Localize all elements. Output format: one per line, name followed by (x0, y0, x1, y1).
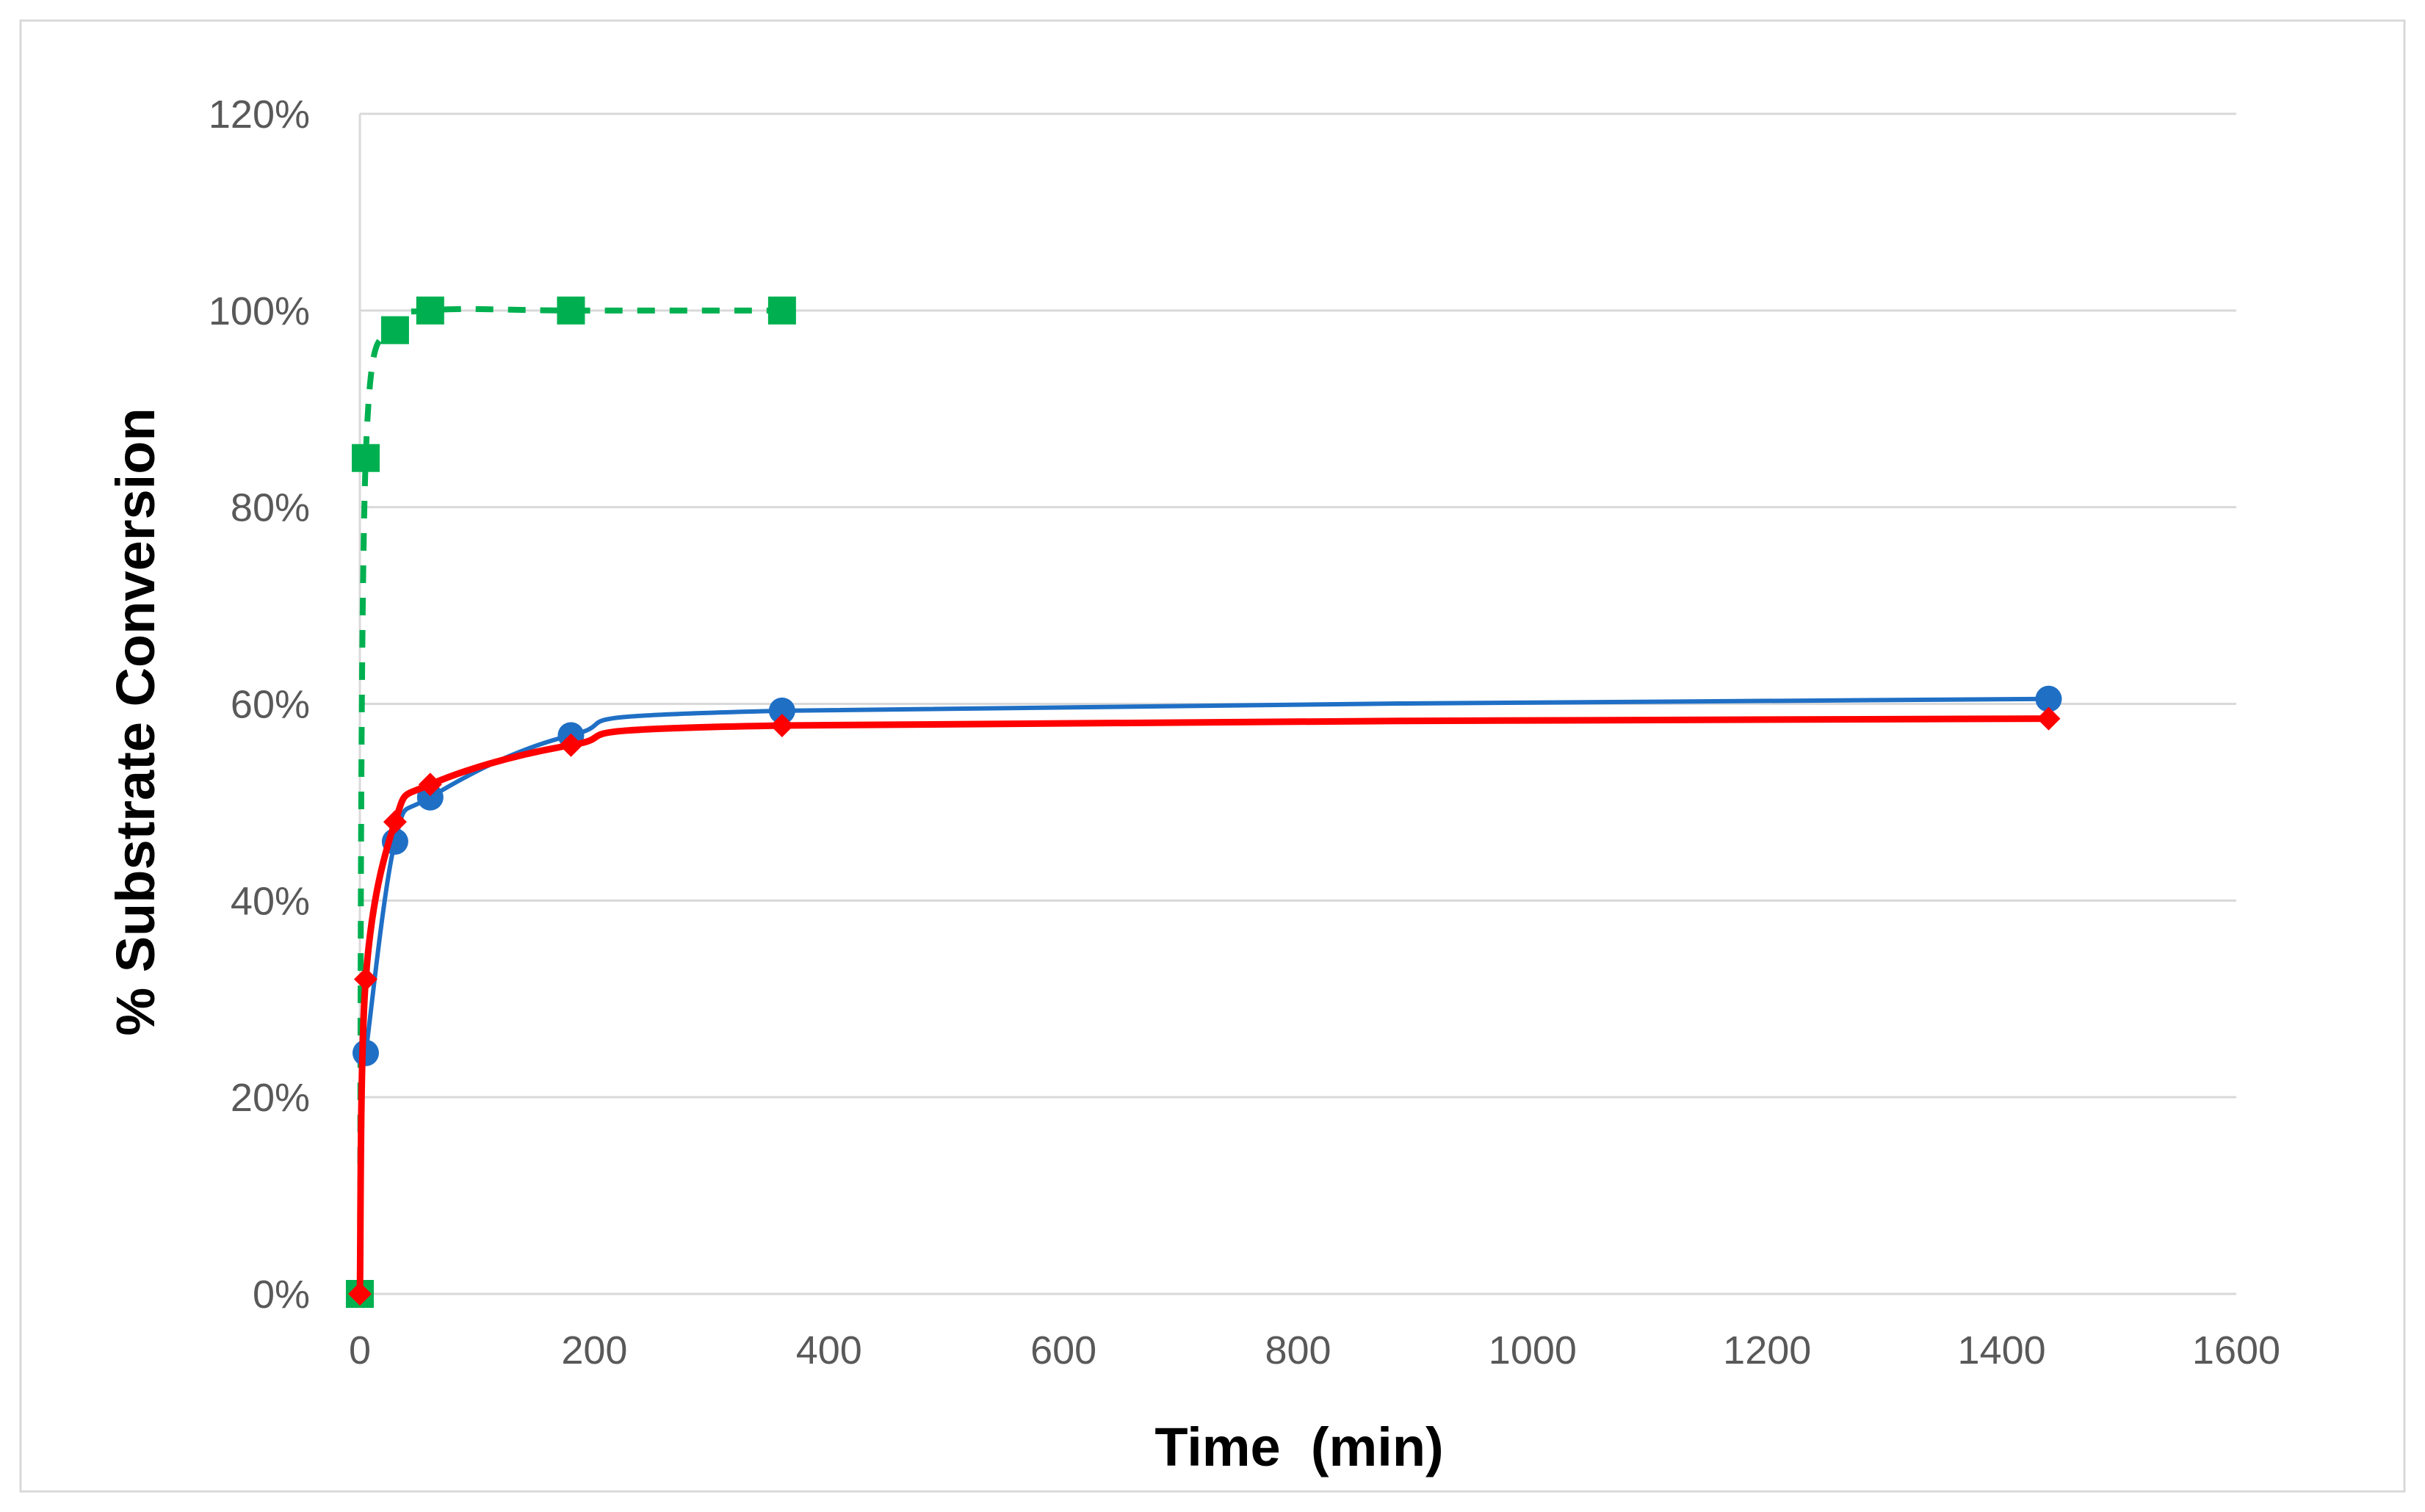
data-point-square (557, 296, 585, 325)
x-tick-label: 1200 (1723, 1328, 1811, 1372)
data-point-diamond (418, 773, 442, 797)
data-point-square (767, 296, 796, 325)
y-tick-label: 0% (253, 1273, 310, 1317)
y-tick-label: 100% (209, 289, 310, 333)
series-layer (346, 296, 2062, 1308)
y-tick-label: 40% (231, 879, 310, 923)
chart-border (19, 19, 2406, 1493)
data-point-square (351, 444, 380, 472)
series-diamond (348, 706, 2061, 1306)
y-tick-label: 60% (231, 683, 310, 727)
tick-labels: 0% 20% 40% 60% 80% 100% 120% 0 200 400 600 800 1000 1… (209, 93, 2280, 1372)
y-tick-label: 120% (209, 93, 310, 137)
x-tick-label: 600 (1030, 1328, 1096, 1372)
data-point-diamond (348, 1282, 372, 1306)
data-point-diamond (383, 810, 407, 834)
x-tick-label: 1400 (1958, 1328, 2046, 1372)
x-tick-label: 1000 (1489, 1328, 1577, 1372)
x-tick-label: 800 (1265, 1328, 1331, 1372)
x-axis-title: Time (min) (1154, 1417, 1443, 1477)
data-point-diamond (2037, 706, 2061, 731)
y-tick-label: 80% (231, 486, 310, 530)
y-axis-title: % Substrate Conversion (105, 408, 166, 1035)
x-tick-label: 400 (796, 1328, 862, 1372)
data-point-diamond (353, 967, 377, 991)
y-tick-label: 20% (231, 1076, 310, 1120)
x-tick-label: 0 (349, 1328, 371, 1372)
data-point-circle (2035, 685, 2062, 712)
x-tick-label: 1600 (2192, 1328, 2280, 1372)
data-point-square (416, 296, 444, 325)
data-point-circle (768, 697, 795, 724)
x-tick-label: 200 (561, 1328, 627, 1372)
data-point-square (380, 316, 409, 344)
data-point-diamond (770, 713, 794, 737)
data-point-diamond (559, 733, 583, 757)
